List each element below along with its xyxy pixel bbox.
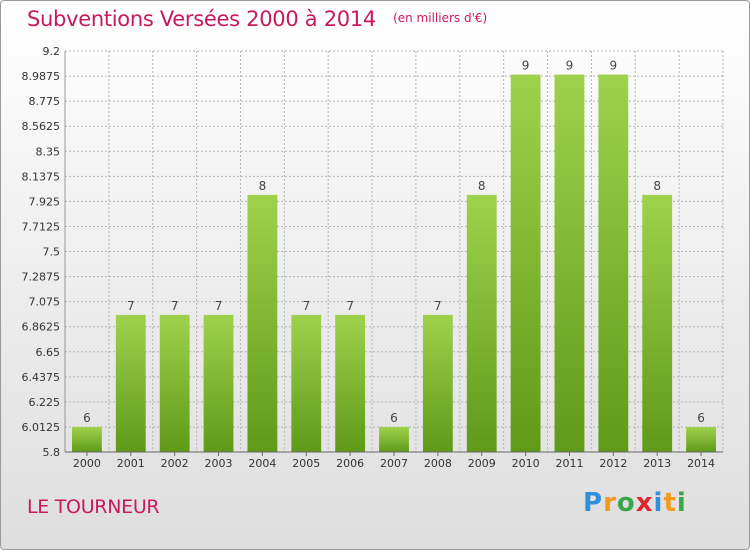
y-tick-label: 7.7125 — [22, 220, 61, 233]
bar-2012[interactable] — [598, 74, 629, 453]
x-tick-label: 2011 — [555, 457, 583, 470]
bar-value-label: 8 — [653, 179, 661, 193]
y-tick-label: 7.5 — [43, 246, 61, 259]
bar-value-label: 6 — [697, 411, 705, 425]
x-tick-label: 2014 — [687, 457, 715, 470]
bar-value-label: 6 — [390, 411, 398, 425]
bar-value-label: 7 — [127, 299, 135, 313]
bar-2008[interactable] — [422, 314, 453, 452]
bar-2013[interactable] — [642, 194, 673, 452]
logo-letter: i — [653, 488, 664, 518]
bar-2009[interactable] — [466, 194, 497, 452]
bar-2007[interactable] — [379, 426, 409, 452]
logo-letter: r — [603, 488, 617, 518]
x-tick-label: 2008 — [424, 457, 452, 470]
bar-2002[interactable] — [159, 314, 190, 452]
axis-layer: 5.8 6.0125 6.225 6.4375 6.65 6.8625 7.075 7.287… — [22, 45, 723, 470]
x-tick-label: 2013 — [643, 457, 671, 470]
bar-2014[interactable] — [686, 426, 716, 452]
logo-letter: t — [663, 488, 677, 518]
chart-title: Subventions Versées 2000 à 2014 — [27, 7, 376, 31]
x-tick-label: 2012 — [599, 457, 627, 470]
bar-2011[interactable] — [554, 74, 585, 453]
x-tick-label: 2006 — [336, 457, 364, 470]
title-row: Subventions Versées 2000 à 2014 (en mill… — [27, 7, 487, 31]
bar-2003[interactable] — [203, 314, 234, 452]
x-tick-label: 2005 — [292, 457, 320, 470]
bar-2001[interactable] — [115, 314, 146, 452]
bar-value-label: 7 — [215, 299, 223, 313]
y-tick-label: 8.775 — [29, 95, 61, 108]
bar-value-label: 8 — [478, 179, 486, 193]
y-tick-label: 8.9875 — [22, 70, 61, 83]
bar-value-label: 6 — [83, 411, 91, 425]
y-tick-label: 6.4375 — [22, 371, 61, 384]
commune-name: LE TOURNEUR — [27, 496, 160, 518]
y-tick-label: 7.2875 — [22, 271, 61, 284]
bar-value-label: 8 — [259, 179, 267, 193]
y-tick-label: 5.8 — [43, 446, 61, 459]
bar-value-label: 7 — [171, 299, 179, 313]
bar-2010[interactable] — [510, 74, 541, 453]
bar-layer: 6 7 7 7 8 7 7 6 7 8 9 9 9 8 6 — [72, 59, 716, 453]
y-tick-label: 6.65 — [36, 346, 61, 359]
x-tick-label: 2002 — [161, 457, 189, 470]
logo-letter: x — [635, 488, 654, 518]
logo-letter: P — [583, 488, 604, 518]
bar-value-label: 7 — [434, 299, 442, 313]
bar-2005[interactable] — [291, 314, 322, 452]
logo-letter: i — [676, 488, 687, 518]
y-tick-label: 7.075 — [29, 296, 61, 309]
y-tick-label: 7.925 — [29, 195, 61, 208]
x-tick-label: 2009 — [468, 457, 496, 470]
y-tick-label: 6.0125 — [22, 421, 61, 434]
bar-2006[interactable] — [335, 314, 366, 452]
x-tick-label: 2007 — [380, 457, 408, 470]
x-tick-label: 2000 — [73, 457, 101, 470]
x-tick-label: 2004 — [248, 457, 276, 470]
y-tick-label: 6.8625 — [22, 321, 61, 334]
bar-value-label: 7 — [302, 299, 310, 313]
bar-2000[interactable] — [72, 426, 102, 452]
bar-value-label: 9 — [566, 59, 574, 73]
x-tick-label: 2001 — [117, 457, 145, 470]
bar-value-label: 9 — [522, 59, 530, 73]
y-tick-label: 9.2 — [43, 45, 61, 58]
bar-value-label: 9 — [610, 59, 618, 73]
proxiti-logo[interactable]: Proxiti — [583, 488, 687, 518]
bar-2004[interactable] — [247, 194, 278, 452]
y-tick-label: 6.225 — [29, 396, 61, 409]
bar-value-label: 7 — [346, 299, 354, 313]
x-tick-label: 2010 — [512, 457, 540, 470]
logo-letter: o — [616, 488, 636, 518]
y-tick-label: 8.1375 — [22, 170, 61, 183]
y-tick-label: 8.35 — [36, 145, 61, 158]
x-tick-label: 2003 — [205, 457, 233, 470]
chart-subtitle: (en milliers d'€) — [393, 11, 488, 25]
y-tick-label: 8.5625 — [22, 120, 61, 133]
